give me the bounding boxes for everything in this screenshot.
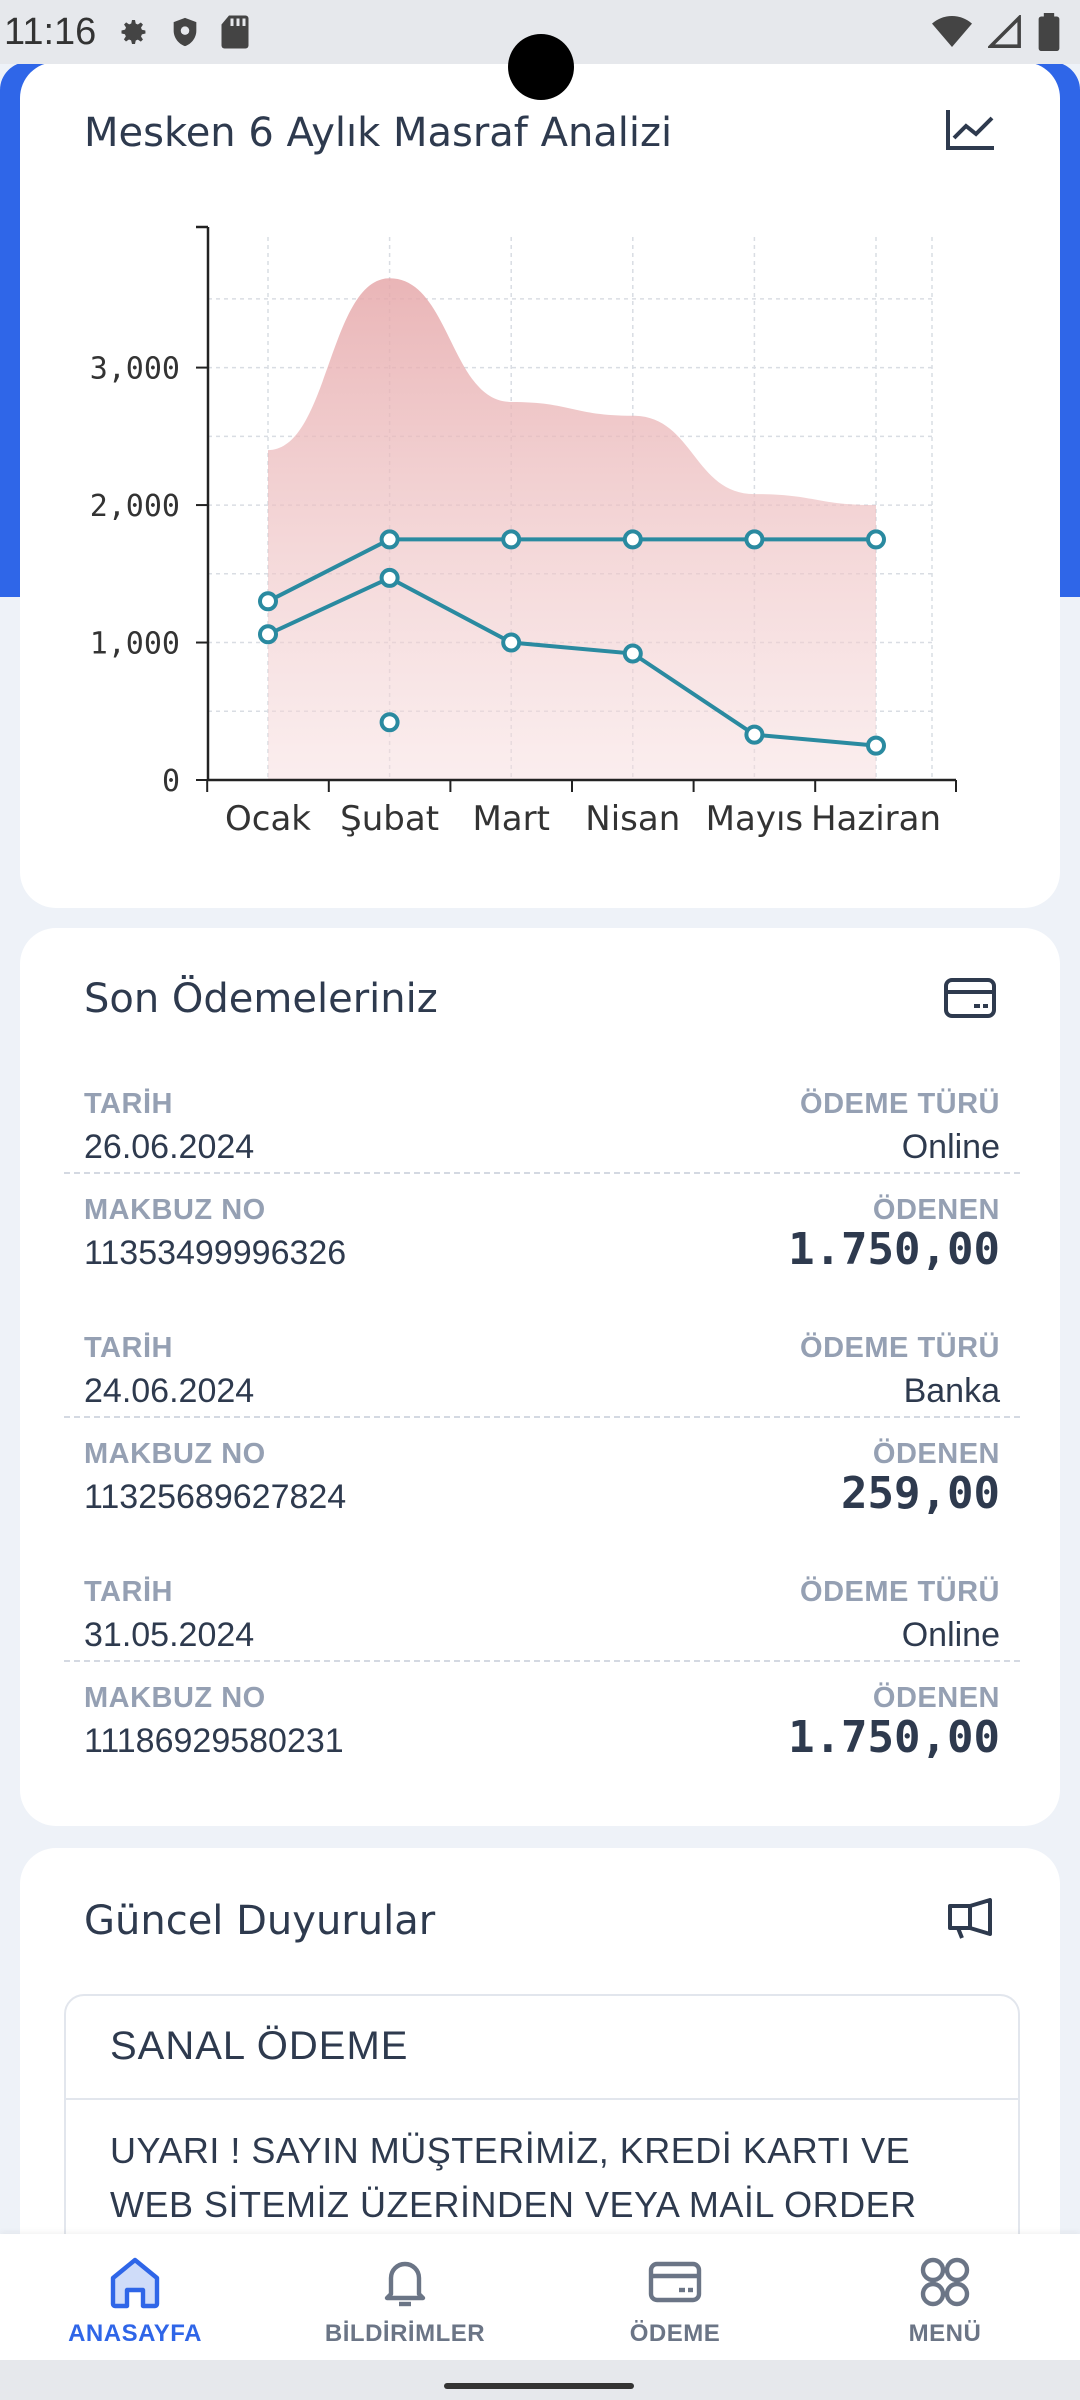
grid-menu-icon (920, 2257, 970, 2307)
data-point (866, 735, 886, 756)
date-label: TARİH (84, 1088, 173, 1120)
payment-date: 31.05.2024 (84, 1616, 255, 1654)
area-series (268, 278, 876, 780)
gesture-area (0, 2360, 1080, 2400)
status-time: 11:16 (4, 10, 97, 53)
data-point (744, 724, 765, 745)
announcement-title: SANAL ÖDEME (66, 1996, 1018, 2100)
payment-type-label: ÖDEME TÜRÜ (800, 1576, 1000, 1608)
expense-analysis-card: Mesken 6 Aylık Masraf Analizi 0 1,000 2,00… (20, 62, 1060, 908)
nav-home[interactable]: ANASAYFA (15, 2252, 255, 2348)
y-tick-label: 2,000 (90, 489, 180, 524)
data-point (379, 567, 400, 588)
receipt-number: 11186929580231 (84, 1722, 344, 1760)
receipt-label: MAKBUZ NO (84, 1682, 266, 1714)
receipt-number: 11353499996326 (84, 1234, 347, 1272)
line-series-1 (267, 537, 876, 604)
receipt-label: MAKBUZ NO (84, 1438, 266, 1470)
paid-amount: 1.750,00 (788, 1712, 1000, 1763)
payment-item[interactable]: TARİH ÖDEME TÜRÜ 24.06.2024 Banka MAKBUZ… (64, 1312, 1020, 1524)
data-point (622, 529, 643, 550)
data-point (501, 632, 522, 653)
payment-type: Online (901, 1128, 1000, 1166)
expense-chart: 0 1,000 2,000 3,000 Ocak Şubat Mart Nisan Mayıs H… (90, 225, 957, 839)
home-icon (110, 2257, 160, 2309)
credit-card-icon (648, 2261, 702, 2303)
paid-label: ÖDENEN (872, 1438, 1000, 1470)
payment-type-label: ÖDEME TÜRÜ (800, 1088, 1000, 1120)
nav-payment-label: ÖDEME (629, 2320, 721, 2347)
data-point (379, 529, 400, 550)
paid-amount: 259,00 (841, 1468, 1000, 1519)
gesture-handle[interactable] (444, 2383, 634, 2389)
x-tick-label: Haziran (811, 799, 941, 839)
payment-type: Banka (903, 1372, 1000, 1410)
x-tick-label: Şubat (340, 799, 439, 839)
y-tick-label: 3,000 (90, 352, 180, 387)
payment-item[interactable]: TARİH ÖDEME TÜRÜ 26.06.2024 Online MAKBU… (64, 1068, 1020, 1280)
line-series-2 (267, 575, 877, 748)
nav-menu-label: MENÜ (908, 2320, 982, 2347)
data-point (379, 712, 400, 733)
bell-icon (384, 2261, 426, 2307)
data-point (622, 643, 643, 664)
receipt-label: MAKBUZ NO (84, 1194, 266, 1226)
x-tick-label: Mart (472, 799, 549, 839)
data-point (866, 529, 886, 550)
paid-label: ÖDENEN (872, 1194, 1000, 1226)
shield-icon (173, 17, 197, 47)
nav-home-label: ANASAYFA (68, 2320, 202, 2347)
wifi-icon (932, 16, 972, 47)
payments-card-title: Son Ödemeleriniz (84, 976, 438, 1022)
date-label: TARİH (84, 1576, 173, 1608)
payment-date: 26.06.2024 (84, 1128, 255, 1166)
x-tick-label: Mayıs (706, 799, 803, 839)
payment-type: Online (901, 1616, 1000, 1654)
paid-amount: 1.750,00 (788, 1224, 1000, 1275)
y-tick-label: 1,000 (90, 627, 180, 662)
line-chart-icon[interactable] (944, 108, 996, 152)
announcement-text: UYARI ! SAYIN MÜŞTERİMİZ, KREDİ KARTI VE… (66, 2100, 1018, 2256)
payment-date: 24.06.2024 (84, 1372, 255, 1410)
date-label: TARİH (84, 1332, 173, 1364)
battery-icon (1038, 13, 1060, 51)
credit-card-icon[interactable] (944, 978, 996, 1018)
y-tick-label: 0 (162, 764, 180, 799)
announcement-text-line: UYARI ! SAYIN MÜŞTERİMİZ, KREDİ KARTI VE (110, 2130, 911, 2171)
receipt-number: 11325689627824 (84, 1478, 347, 1516)
bottom-navigation: ANASAYFA BİLDİRİMLER ÖDEME MENÜ (0, 2234, 1080, 2360)
payment-item[interactable]: TARİH ÖDEME TÜRÜ 31.05.2024 Online MAKBU… (64, 1556, 1020, 1768)
sd-card-icon (221, 15, 249, 49)
paid-label: ÖDENEN (872, 1682, 1000, 1714)
camera-cutout (508, 34, 574, 100)
data-point (744, 529, 765, 550)
news-card-title: Güncel Duyurular (84, 1898, 436, 1944)
x-tick-label: Nisan (585, 799, 680, 839)
data-point (258, 591, 278, 612)
data-point (501, 529, 522, 550)
announcement-text-line: WEB SİTEMİZ ÜZERİNDEN VEYA MAİL ORDER (110, 2184, 917, 2225)
payment-type-label: ÖDEME TÜRÜ (800, 1332, 1000, 1364)
recent-payments-card: Son Ödemeleriniz TARİH ÖDEME TÜRÜ 26.06.… (20, 928, 1060, 1826)
nav-notifications-label: BİLDİRİMLER (324, 2320, 486, 2347)
megaphone-icon[interactable] (946, 1898, 996, 1940)
settings-gear-icon (121, 20, 146, 44)
signal-icon (988, 15, 1021, 48)
chart-card-title: Mesken 6 Aylık Masraf Analizi (84, 110, 673, 156)
x-tick-label: Ocak (225, 799, 311, 839)
nav-notifications[interactable]: BİLDİRİMLER (285, 2252, 525, 2348)
nav-payment[interactable]: ÖDEME (555, 2252, 795, 2348)
nav-menu[interactable]: MENÜ (825, 2252, 1065, 2348)
data-point (258, 624, 278, 645)
